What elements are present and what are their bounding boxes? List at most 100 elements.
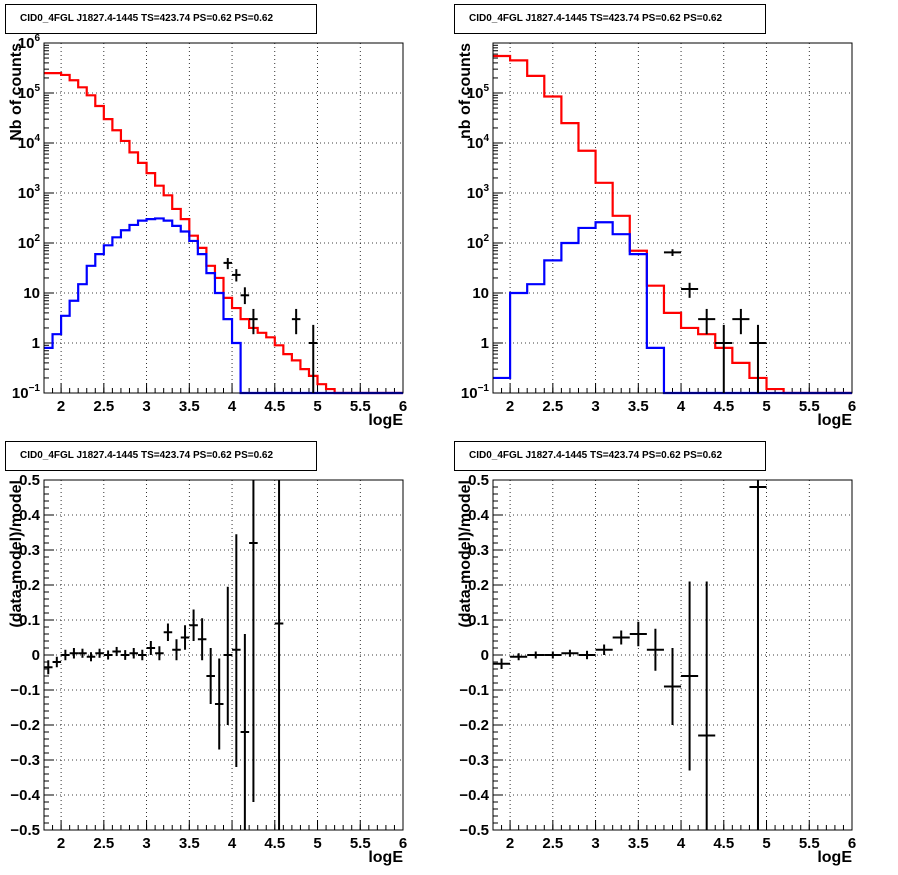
data-point xyxy=(232,269,241,282)
x-tick-label: 4 xyxy=(228,835,237,852)
y-tick-label: 1 xyxy=(32,335,40,352)
data-point xyxy=(129,648,139,659)
x-tick-label: 2.5 xyxy=(93,835,114,852)
y-tick-label: 104 xyxy=(467,133,490,152)
x-tick-label: 5 xyxy=(313,835,321,852)
data-point xyxy=(223,586,233,725)
data-point xyxy=(197,618,207,661)
x-tick-label: 5.5 xyxy=(350,835,371,852)
data-point xyxy=(44,660,53,675)
x-tick-label: 2.5 xyxy=(542,835,563,852)
data-point xyxy=(493,658,511,669)
x-tick-label: 5.5 xyxy=(799,398,820,415)
data-point xyxy=(180,625,190,650)
y-tick-label: 0.1 xyxy=(19,612,40,629)
y-tick-label: −0.4 xyxy=(459,787,489,804)
data-point xyxy=(749,324,767,393)
data-point xyxy=(146,641,156,655)
data-point xyxy=(749,480,767,830)
data-point xyxy=(138,649,147,661)
chart-panel-3: 2 2.5 3 3.5 4 4.5 5 5.5 6 −0.5 −0.4 −0.3 −0.2 −0.1 0 0.… xyxy=(8,472,407,866)
y-tick-label: −0.1 xyxy=(10,682,40,699)
data-point xyxy=(698,581,716,830)
x-axis-label: logE xyxy=(817,849,852,866)
x-tick-label: 5.5 xyxy=(799,835,820,852)
x-axis-label: logE xyxy=(817,412,852,429)
data-point xyxy=(120,650,130,660)
data-point xyxy=(78,648,87,658)
x-tick-label: 3.5 xyxy=(179,398,200,415)
data-point xyxy=(274,480,284,830)
panel-title-1: CID0_4FGL J1827.4-1445 TS=423.74 PS=0.62… xyxy=(5,4,317,34)
y-tick-label: 0.3 xyxy=(19,542,40,559)
data-point xyxy=(52,656,62,668)
x-tick-label: 2 xyxy=(57,398,65,415)
chart-panel-2: 2 2.5 3 3.5 4 4.5 5 5.5 6 10−1 1 10 102 103 104 105 logE… xyxy=(457,42,856,429)
data-point xyxy=(612,630,630,645)
plot-frame xyxy=(492,479,853,831)
y-tick-label: −0.5 xyxy=(459,822,489,839)
y-tick-label: 0.4 xyxy=(19,507,41,524)
y-tick-label: −0.1 xyxy=(459,682,489,699)
y-tick-label: 0.5 xyxy=(19,472,40,489)
y-axis-label: (data-model)/model xyxy=(457,480,474,628)
y-tick-label: 0.2 xyxy=(468,577,489,594)
panel-title-4: CID0_4FGL J1827.4-1445 TS=423.74 PS=0.62… xyxy=(454,441,766,471)
x-tick-label: 3.5 xyxy=(179,835,200,852)
chart-panel-1: 2 2.5 3 3.5 4 4.5 5 5.5 6 10−1 1 10 102 103 104 105 106 l… xyxy=(8,33,407,429)
data-point xyxy=(232,534,241,767)
y-tick-label: −0.3 xyxy=(459,752,489,769)
x-tick-label: 3 xyxy=(591,835,599,852)
y-tick-label: −0.3 xyxy=(10,752,40,769)
x-axis-label: logE xyxy=(368,412,403,429)
x-tick-label: 3 xyxy=(591,398,599,415)
panel-title-3: CID0_4FGL J1827.4-1445 TS=423.74 PS=0.62… xyxy=(5,441,317,471)
plot-area xyxy=(44,43,403,393)
data-point xyxy=(510,653,528,661)
data-point xyxy=(155,646,164,661)
data-point xyxy=(223,258,233,270)
x-tick-label: 3.5 xyxy=(628,398,649,415)
y-tick-label: 0.3 xyxy=(468,542,489,559)
data-point xyxy=(681,282,699,298)
y-tick-label: 0.1 xyxy=(468,612,489,629)
data-point xyxy=(249,308,258,335)
panel-title-2: CID0_4FGL J1827.4-1445 TS=423.74 PS=0.62… xyxy=(454,4,766,34)
chart-panel-4: 2 2.5 3 3.5 4 4.5 5 5.5 6 −0.5 −0.4 −0.3 −0.2 −0.1 0 0.… xyxy=(457,472,856,866)
x-tick-label: 3 xyxy=(142,398,150,415)
x-tick-label: 3.5 xyxy=(628,835,649,852)
x-tick-label: 4 xyxy=(677,835,686,852)
y-axis-label: Nb of counts xyxy=(8,43,25,141)
plot-frame xyxy=(43,42,404,394)
x-tick-label: 4.5 xyxy=(713,835,734,852)
data-point xyxy=(681,581,699,771)
x-tick-label: 4 xyxy=(228,398,237,415)
y-tick-label: −0.2 xyxy=(10,717,40,734)
data-point xyxy=(240,287,250,305)
data-point xyxy=(189,609,198,641)
y-axis-label: (data-model)/model xyxy=(8,480,25,628)
y-tick-label: 106 xyxy=(18,33,41,52)
data-point xyxy=(214,658,224,750)
data-point xyxy=(595,644,613,655)
data-point xyxy=(561,649,579,657)
data-point xyxy=(112,646,121,657)
x-tick-label: 6 xyxy=(848,398,856,415)
y-tick-label: 0 xyxy=(481,647,489,664)
x-tick-label: 2 xyxy=(506,398,514,415)
x-tick-label: 2.5 xyxy=(93,398,114,415)
data-point xyxy=(646,628,664,671)
data-point xyxy=(61,649,70,661)
data-point xyxy=(308,324,318,393)
y-tick-label: 10−1 xyxy=(461,383,490,402)
x-tick-label: 5 xyxy=(762,398,770,415)
y-tick-label: 103 xyxy=(467,183,490,202)
data-point xyxy=(103,650,113,660)
y-axis-label: nb of counts xyxy=(457,43,474,139)
data-point xyxy=(732,308,750,335)
y-tick-label: 10−1 xyxy=(12,383,41,402)
y-tick-label: 10 xyxy=(472,285,489,302)
y-tick-label: 105 xyxy=(467,83,490,102)
data-point xyxy=(69,648,79,659)
y-tick-label: 105 xyxy=(18,83,41,102)
